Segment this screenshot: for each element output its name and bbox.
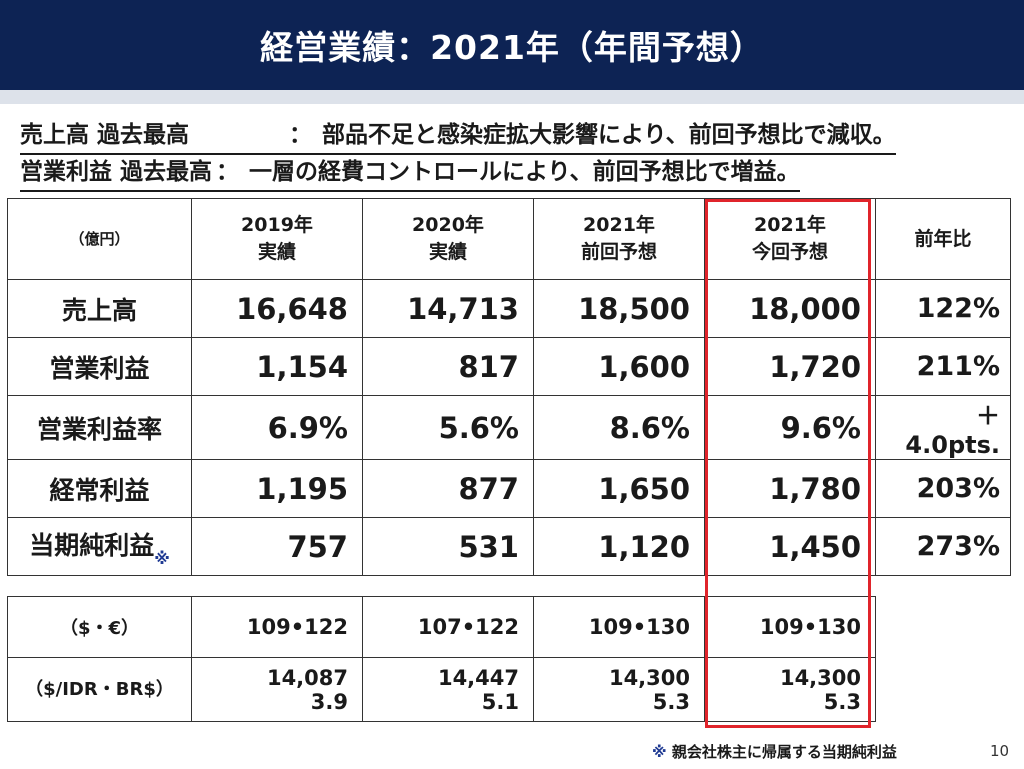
- summary-operating-text: 一層の経費コントロールにより、前回予想比で増益。: [249, 159, 800, 185]
- table-row-operating-margin: 営業利益率 6.9% 5.6% 8.6% 9.6% ＋4.0pts.: [7, 395, 1011, 460]
- fx-row-usd-eur: （$・€） 109•122 107•122 109•130 109•130: [7, 596, 1011, 658]
- column-header: 2021年 前回予想: [533, 198, 705, 280]
- footnote: ※ 親会社株主に帰属する当期純利益: [652, 741, 897, 762]
- yoy-cell: 273%: [875, 517, 1011, 576]
- column-header: 2020年 実績: [362, 198, 534, 280]
- summary-sales-sep: ：: [289, 122, 312, 148]
- table-row-sales: 売上高 16,648 14,713 18,500 18,000 122%: [7, 279, 1011, 338]
- page-number: 10: [990, 742, 1010, 760]
- yoy-cell: ＋4.0pts.: [875, 395, 1011, 460]
- table-cell: 18,500: [533, 279, 705, 338]
- table-row-ordinary-income: 経常利益 1,195 877 1,650 1,780 203%: [7, 459, 1011, 518]
- table-header-row: （億円） 2019年 実績 2020年 実績 2021年 前回予想 2021年 今回予想…: [7, 198, 1011, 280]
- table-cell: 531: [362, 517, 534, 576]
- row-label: 営業利益率: [7, 395, 192, 460]
- slide-title: 経営業績：2021年（年間予想）: [260, 28, 764, 67]
- row-label: 売上高: [7, 279, 192, 338]
- fx-cell: 14,447 5.1: [362, 657, 534, 722]
- summary-block: 売上高 過去最高 ： 部品不足と感染症拡大影響により、前回予想比で減収。 営業利…: [20, 120, 896, 194]
- table-cell: 9.6%: [704, 395, 876, 460]
- column-header: 2019年 実績: [191, 198, 363, 280]
- summary-sales-text: 部品不足と感染症拡大影響により、前回予想比で減収。: [322, 122, 896, 148]
- row-label: 経常利益: [7, 459, 192, 518]
- fx-row-idr-brl: （$/IDR・BR$） 14,087 3.9 14,447 5.1 14,300 5.…: [7, 657, 1011, 722]
- fx-cell: 109•130: [533, 596, 705, 658]
- table-cell: 1,650: [533, 459, 705, 518]
- fx-rate-table: （$・€） 109•122 107•122 109•130 109•130 （$…: [7, 596, 1011, 722]
- table-cell: 1,720: [704, 337, 876, 396]
- footnote-mark: ※: [154, 548, 170, 568]
- table-cell: 1,120: [533, 517, 705, 576]
- header-band: [0, 90, 1024, 104]
- fx-label: （$・€）: [7, 596, 192, 658]
- results-table: （億円） 2019年 実績 2020年 実績 2021年 前回予想 2021年 今回予想…: [7, 198, 1011, 576]
- yoy-cell: 203%: [875, 459, 1011, 518]
- table-cell: 14,713: [362, 279, 534, 338]
- fx-label: （$/IDR・BR$）: [7, 657, 192, 722]
- table-cell: 817: [362, 337, 534, 396]
- yoy-cell: 211%: [875, 337, 1011, 396]
- row-label: 当期純利益※: [7, 517, 192, 576]
- column-header: 2021年 今回予想: [704, 198, 876, 280]
- table-cell: 8.6%: [533, 395, 705, 460]
- yoy-header: 前年比: [875, 198, 1011, 280]
- table-cell: 757: [191, 517, 363, 576]
- summary-line-sales: 売上高 過去最高 ： 部品不足と感染症拡大影響により、前回予想比で減収。: [20, 120, 896, 155]
- fx-cell: 14,300 5.3: [704, 657, 876, 722]
- fx-cell: 109•122: [191, 596, 363, 658]
- table-cell: 1,195: [191, 459, 363, 518]
- table-cell: 877: [362, 459, 534, 518]
- unit-label: （億円）: [7, 198, 192, 280]
- table-cell: 6.9%: [191, 395, 363, 460]
- summary-sales-head: 売上高 過去最高: [20, 122, 190, 148]
- current-forecast-highlight: [705, 199, 871, 728]
- summary-line-operating: 営業利益 過去最高 ： 一層の経費コントロールにより、前回予想比で増益。: [20, 157, 800, 192]
- table-cell: 18,000: [704, 279, 876, 338]
- table-cell: 16,648: [191, 279, 363, 338]
- table-row-net-income: 当期純利益※ 757 531 1,120 1,450 273%: [7, 517, 1011, 576]
- footnote-text: 親会社株主に帰属する当期純利益: [666, 743, 897, 761]
- fx-cell: 14,087 3.9: [191, 657, 363, 722]
- table-cell: 1,780: [704, 459, 876, 518]
- yoy-cell: 122%: [875, 279, 1011, 338]
- table-cell: 5.6%: [362, 395, 534, 460]
- fx-blank: [876, 597, 1011, 658]
- fx-cell: 14,300 5.3: [533, 657, 705, 722]
- row-label: 営業利益: [7, 337, 192, 396]
- footnote-mark: ※: [652, 743, 667, 761]
- table-cell: 1,154: [191, 337, 363, 396]
- summary-operating-head: 営業利益 過去最高: [20, 159, 213, 185]
- summary-operating-sep: ：: [216, 159, 240, 185]
- fx-cell: 107•122: [362, 596, 534, 658]
- table-cell: 1,600: [533, 337, 705, 396]
- slide-header: 経営業績：2021年（年間予想）: [0, 0, 1024, 90]
- fx-blank: [876, 658, 1011, 722]
